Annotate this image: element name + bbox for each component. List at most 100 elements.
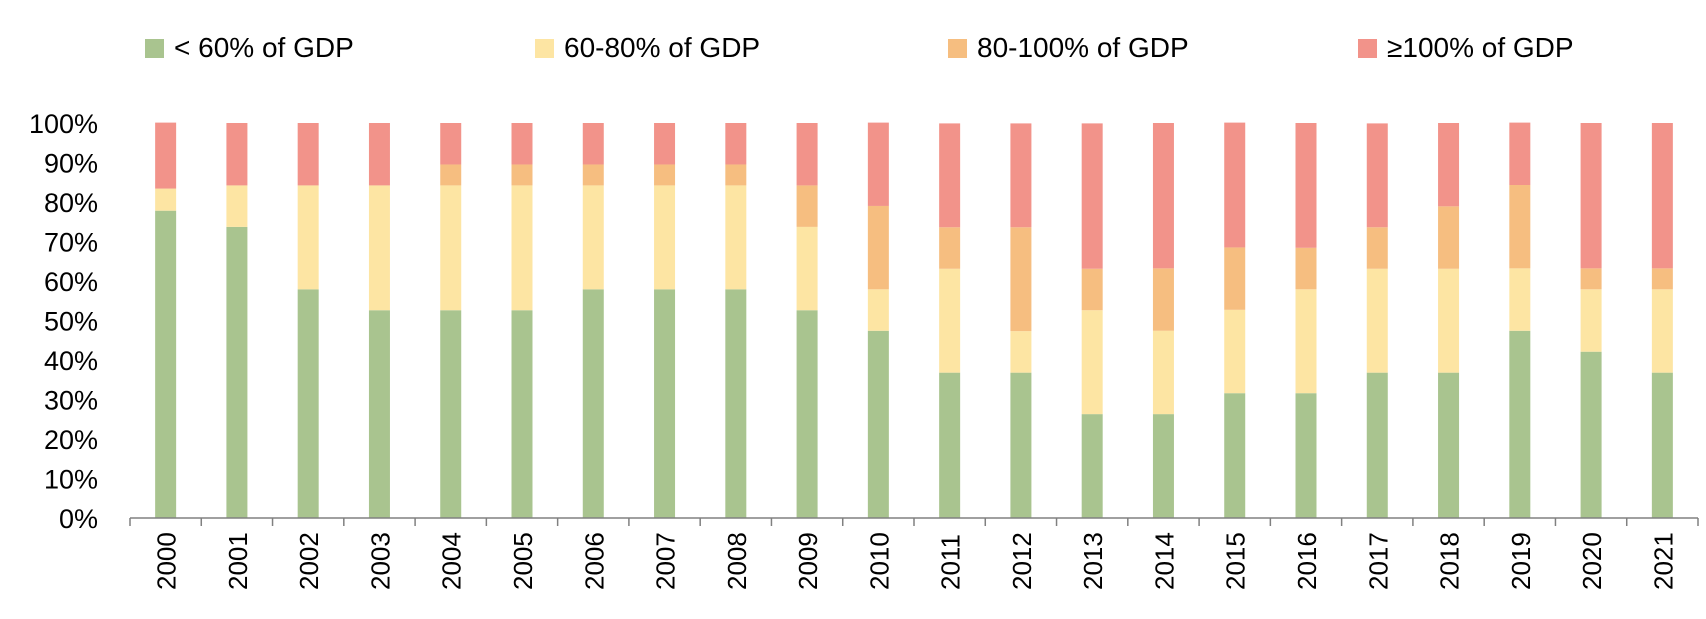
bar-segment xyxy=(1224,393,1246,518)
x-tick-label: 2000 xyxy=(152,532,182,590)
bar-segment xyxy=(725,123,747,165)
bar-segment xyxy=(1295,247,1317,290)
legend-label: < 60% of GDP xyxy=(174,32,354,63)
bar-segment xyxy=(511,164,533,186)
x-tick-label: 2019 xyxy=(1506,532,1536,590)
bar-segment xyxy=(1295,393,1317,518)
bar-segment xyxy=(654,164,676,186)
x-tick-label: 2020 xyxy=(1577,532,1607,590)
bar-segment xyxy=(1438,268,1460,373)
x-tick-label: 2021 xyxy=(1648,532,1678,590)
bar-segment xyxy=(368,185,390,311)
bar-segment xyxy=(654,123,676,165)
x-tick-label: 2005 xyxy=(508,532,538,590)
bar-segment xyxy=(582,123,604,165)
bars xyxy=(155,122,1673,518)
x-tick-label: 2004 xyxy=(437,532,467,590)
bar-segment xyxy=(867,289,889,331)
x-tick-label: 2015 xyxy=(1221,532,1251,590)
bar-segment xyxy=(155,210,177,518)
bar-segment xyxy=(1224,122,1246,248)
x-tick-label: 2007 xyxy=(651,532,681,590)
bar-segment xyxy=(297,185,319,290)
bar-segment xyxy=(1438,372,1460,518)
bar-segment xyxy=(511,185,533,311)
bar-segment xyxy=(1438,123,1460,207)
bar-segment xyxy=(1651,123,1673,269)
legend-swatch xyxy=(1358,38,1377,58)
x-tick-label: 2011 xyxy=(936,534,966,590)
bar-segment xyxy=(297,289,319,518)
bar-segment xyxy=(725,164,747,186)
bar-segment xyxy=(796,185,818,227)
legend-label: 80-100% of GDP xyxy=(977,32,1189,63)
legend-item: 80-100% of GDP xyxy=(948,32,1189,64)
legend-item: < 60% of GDP xyxy=(145,32,354,64)
bar-segment xyxy=(511,310,533,518)
bar-segment xyxy=(1081,268,1103,311)
bar-segment xyxy=(1580,268,1602,290)
x-tick-label: 2006 xyxy=(579,532,609,590)
bar-segment xyxy=(155,122,177,189)
bar-segment xyxy=(155,188,177,211)
x-axis-tick-labels: 2000 2001 2002 2003 2004 2005 2006 2007 2008 2009… xyxy=(152,532,1679,590)
bar-segment xyxy=(368,123,390,186)
bar-segment xyxy=(440,123,462,165)
bar-segment xyxy=(1224,309,1246,394)
bar-segment xyxy=(939,372,961,518)
legend-swatch xyxy=(948,38,967,58)
bar-segment xyxy=(440,164,462,186)
bar-segment xyxy=(796,310,818,518)
bar-segment xyxy=(867,205,889,290)
bar-segment xyxy=(725,289,747,518)
bar-segment xyxy=(725,185,747,290)
bar-segment xyxy=(368,310,390,518)
legend-swatch xyxy=(145,38,164,58)
bar-segment xyxy=(1224,247,1246,310)
y-tick-label: 30% xyxy=(44,386,98,416)
bar-segment xyxy=(1509,185,1531,269)
bar-segment xyxy=(582,289,604,518)
bar-segment xyxy=(1295,123,1317,248)
x-tick-label: 2013 xyxy=(1078,532,1108,590)
y-tick-label: 10% xyxy=(44,465,98,495)
bar-segment xyxy=(226,123,248,186)
bar-segment xyxy=(1010,227,1032,332)
y-tick-label: 80% xyxy=(44,188,98,218)
bar-segment xyxy=(654,289,676,518)
legend-swatch xyxy=(535,38,554,58)
bar-segment xyxy=(1366,372,1388,518)
bar-segment xyxy=(1580,351,1602,518)
bar-segment xyxy=(796,226,818,311)
bar-segment xyxy=(1010,331,1032,373)
bar-segment xyxy=(1651,372,1673,518)
bar-segment xyxy=(582,164,604,186)
x-tick-label: 2008 xyxy=(722,532,752,590)
legend-item: ≥100% of GDP xyxy=(1358,32,1574,64)
bar-segment xyxy=(939,268,961,373)
x-tick-label: 2016 xyxy=(1292,532,1322,590)
y-tick-label: 40% xyxy=(44,346,98,376)
bar-segment xyxy=(1152,268,1174,331)
bar-segment xyxy=(1010,372,1032,518)
bar-segment xyxy=(1366,268,1388,373)
bar-segment xyxy=(1509,330,1531,518)
bar-segment xyxy=(1509,268,1531,331)
y-tick-label: 100% xyxy=(29,109,98,139)
bar-segment xyxy=(1580,123,1602,269)
x-tick-label: 2003 xyxy=(365,532,395,590)
y-tick-label: 0% xyxy=(59,504,98,534)
x-tick-label: 2014 xyxy=(1149,532,1179,590)
bar-segment xyxy=(1366,123,1388,228)
bar-segment xyxy=(1651,289,1673,373)
bar-segment xyxy=(511,123,533,165)
x-axis xyxy=(129,517,1699,526)
bar-segment xyxy=(939,123,961,228)
bar-segment xyxy=(582,185,604,290)
bar-segment xyxy=(1366,227,1388,269)
bar-segment xyxy=(1152,123,1174,269)
y-tick-label: 70% xyxy=(44,228,98,258)
bar-segment xyxy=(867,330,889,518)
